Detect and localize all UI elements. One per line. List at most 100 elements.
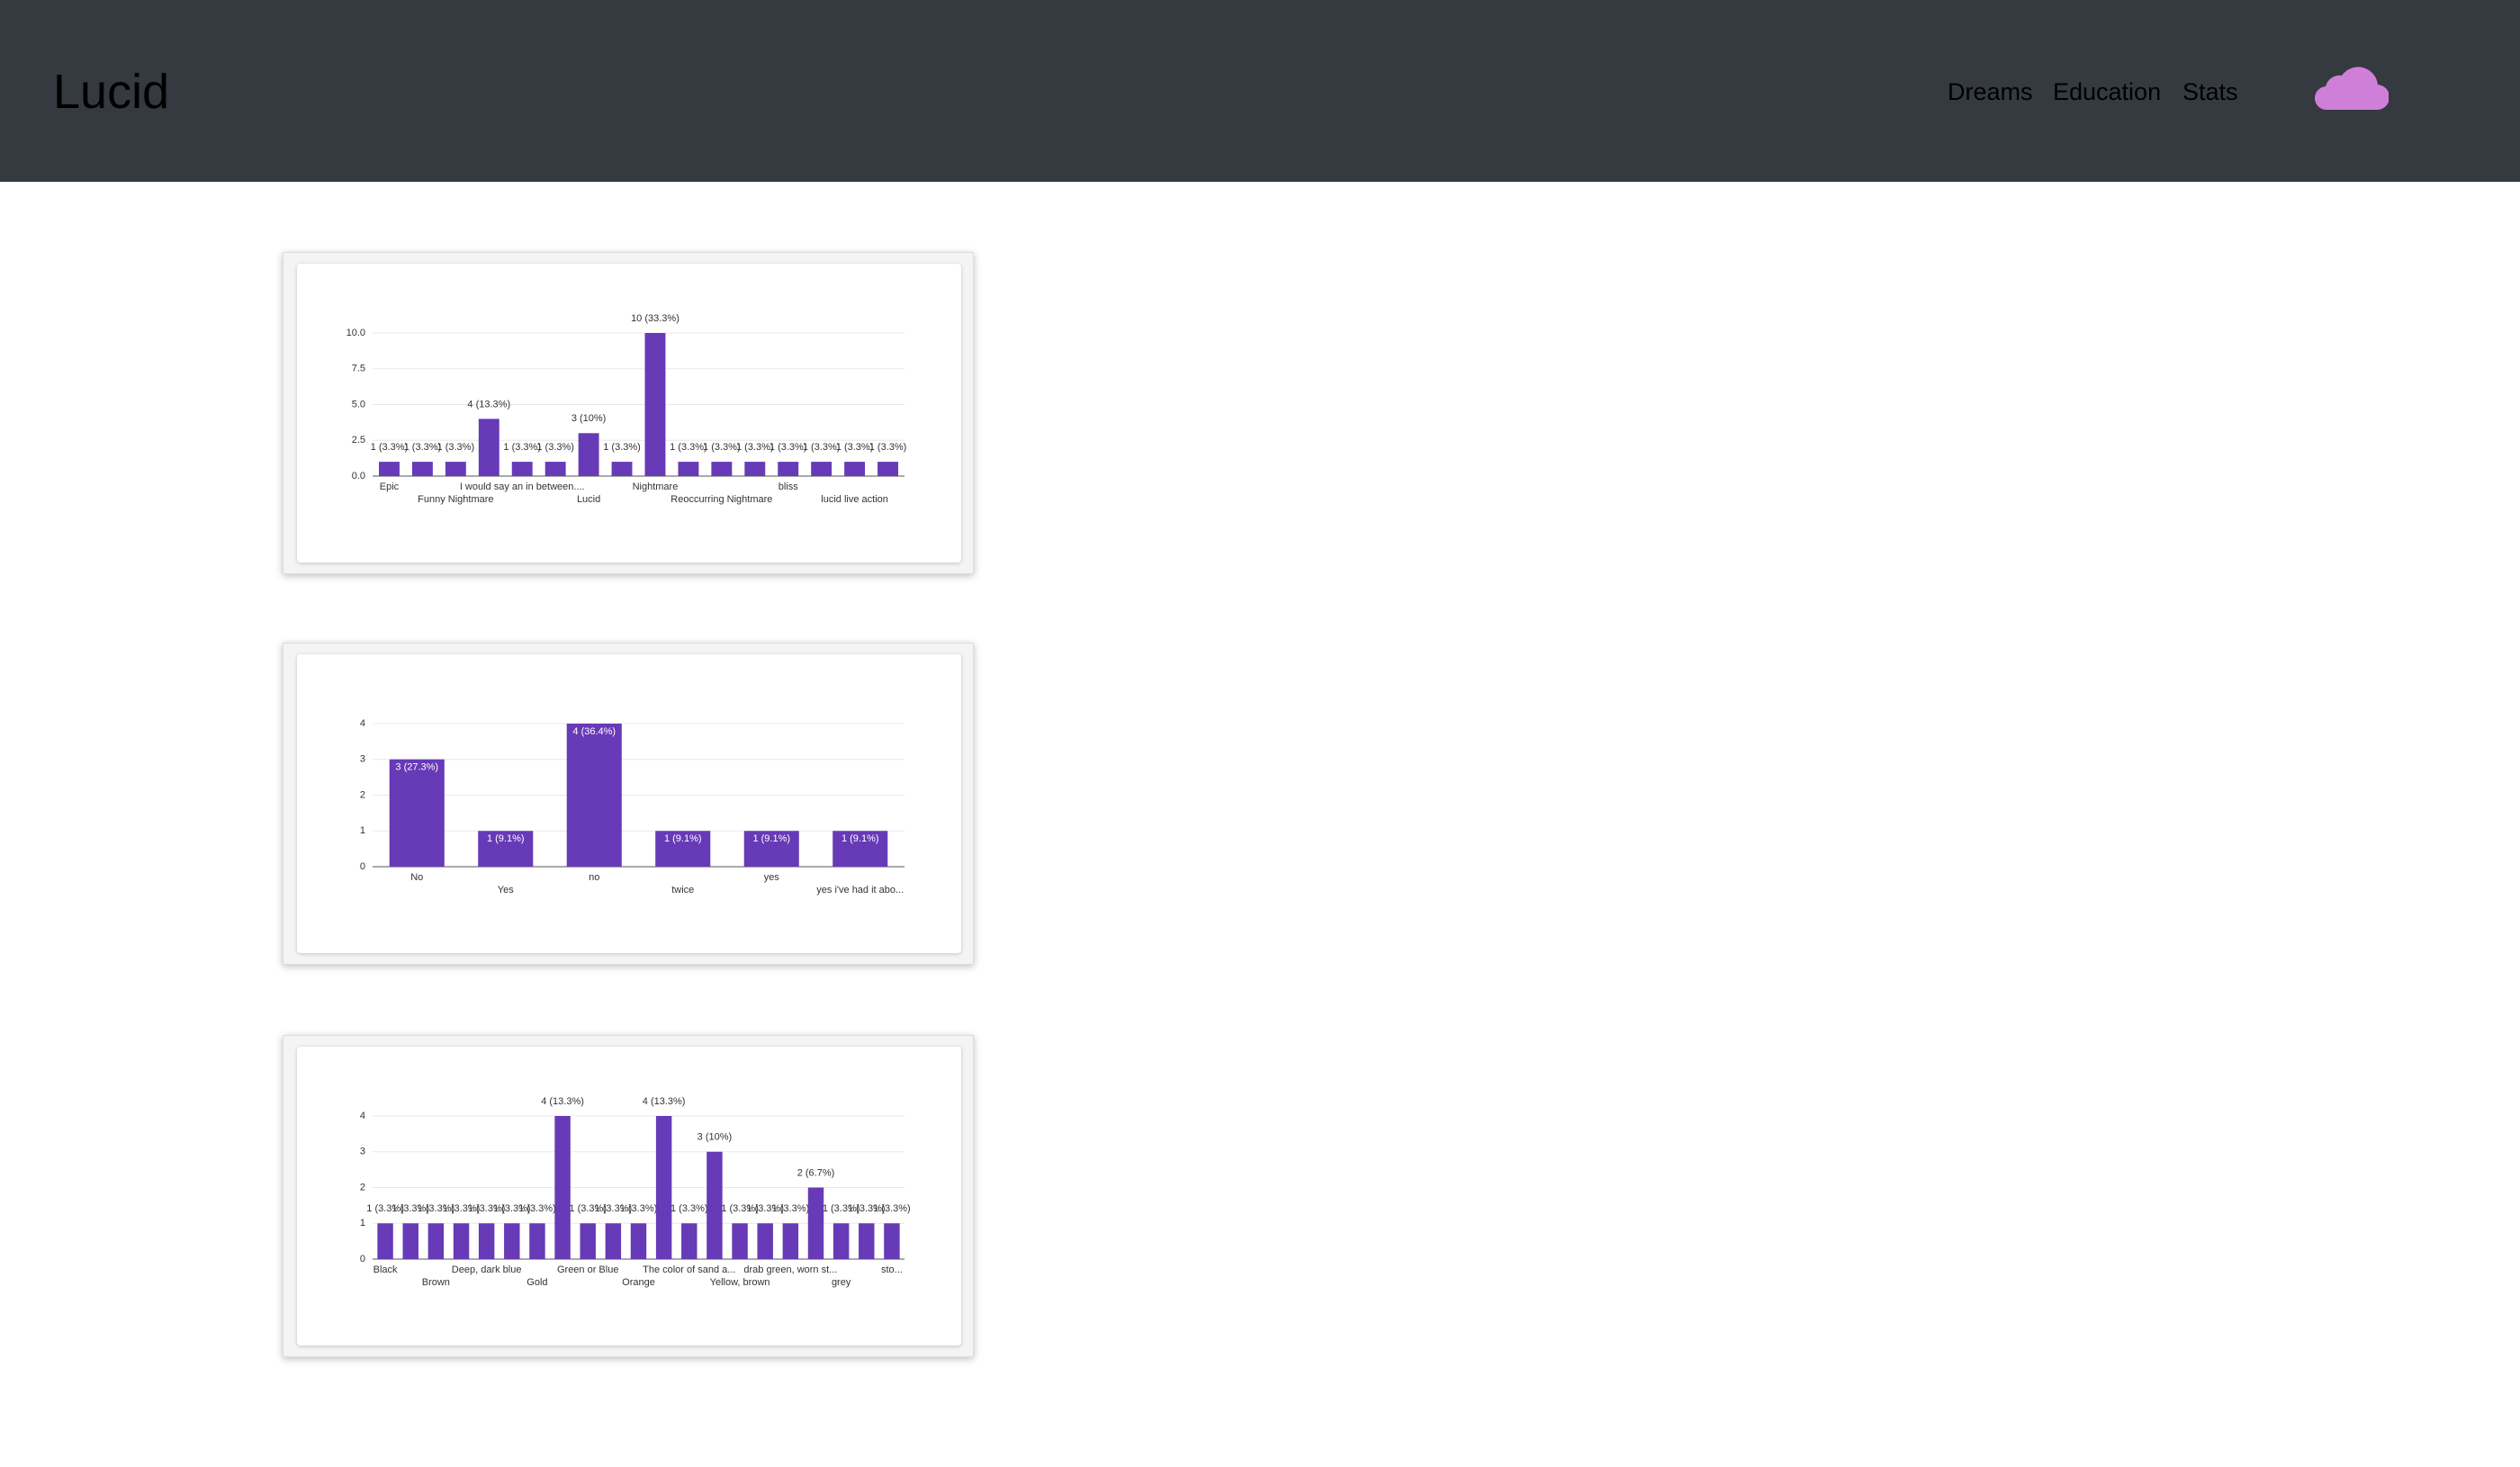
data-label: 3 (27.3%) [395,762,438,773]
data-label: 1 (3.3%) [536,442,574,453]
data-label: 1 (9.1%) [487,833,525,844]
data-label: 1 (3.3%) [468,1203,506,1214]
bar [644,333,666,476]
y-tick-label: 4 [360,718,365,729]
bar [844,462,866,476]
nav-link[interactable]: Dreams [1948,78,2033,105]
data-label: 1 (3.3%) [746,1203,784,1214]
y-tick-label: 1 [360,1218,365,1228]
x-tick-label: Gold [526,1277,547,1288]
bar [832,1223,850,1259]
bar [529,1223,545,1259]
bar [655,1116,672,1259]
bar [878,462,898,476]
navbar: Lucid Dreams Education Stats [0,0,2520,182]
cloud-icon[interactable] [2313,59,2389,112]
data-label: 1 (3.3%) [823,1203,860,1214]
bar [744,462,766,476]
bar [411,462,433,476]
data-label: 1 (3.3%) [703,442,741,453]
chart: 0 1 2 3 4 No 3 (27.3%) Yes 1 (9.1%) no 4 (36.4%) tw… [297,654,961,953]
data-label: 1 (3.3%) [873,1203,911,1214]
bar [578,433,599,476]
brand[interactable]: Lucid [53,65,170,119]
data-label: 1 (3.3%) [670,1203,708,1214]
x-tick-label: Deep, dark blue [452,1264,522,1275]
data-label: 1 (3.3%) [803,442,841,453]
data-label: 1 (3.3%) [770,442,807,453]
bar [453,1223,470,1259]
y-tick-label: 2.5 [352,435,365,446]
bar [807,1187,824,1259]
y-tick-label: 0 [360,861,365,872]
bar [478,418,500,476]
bar [445,462,466,476]
bar [389,759,445,867]
bar [566,724,622,867]
y-tick-label: 5.0 [352,399,365,410]
data-label: 1 (3.3%) [836,442,874,453]
x-tick-label: Funny Nightmare [418,494,493,505]
bar [778,462,799,476]
data-label: 1 (3.3%) [518,1203,556,1214]
data-label: 1 (9.1%) [752,833,790,844]
bar [743,831,799,867]
data-label: 3 (10%) [572,413,607,424]
data-label: 1 (9.1%) [842,833,879,844]
data-label: 1 (3.3%) [404,442,442,453]
bar [402,1223,418,1259]
data-label: 4 (13.3%) [467,399,510,410]
bar [511,462,533,476]
data-label: 1 (3.3%) [603,442,641,453]
data-label: 1 (3.3%) [772,1203,810,1214]
data-label: 4 (13.3%) [643,1096,686,1107]
bar [504,1223,520,1259]
data-label: 4 (13.3%) [541,1096,584,1107]
data-label: 1 (3.3%) [736,442,774,453]
data-label: 1 (3.3%) [848,1203,886,1214]
data-label: 4 (36.4%) [572,726,616,737]
x-tick-label: I would say an in between.... [460,482,585,492]
x-tick-label: Epic [380,482,400,492]
nav-link[interactable]: Stats [2182,78,2238,105]
x-tick-label: Brown [422,1277,450,1288]
bar [711,462,733,476]
nav-link[interactable]: Education [2053,78,2162,105]
chart-card: 0 1 2 3 4 Black 1 (3.3%) 1 (3.3%) Brown 1 (3.3%) 1… [283,1035,974,1357]
bar [428,1223,445,1259]
data-label: 3 (10%) [698,1132,733,1143]
bar [706,1151,723,1259]
bar [377,1223,393,1259]
x-tick-label: No [410,872,423,883]
y-tick-label: 2 [360,789,365,800]
data-label: 2 (6.7%) [797,1167,835,1178]
x-tick-label: Black [374,1264,398,1275]
bar [811,462,832,476]
bar [544,462,566,476]
bar [580,1223,596,1259]
x-tick-label: lucid live action [821,494,888,505]
bar [782,1223,799,1259]
data-label: 1 (3.3%) [503,442,541,453]
y-tick-label: 7.5 [352,364,365,374]
bar [678,462,699,476]
data-label: 1 (3.3%) [595,1203,633,1214]
bar [681,1223,698,1259]
bar [478,831,534,867]
data-label: 1 (3.3%) [721,1203,759,1214]
data-label: 1 (3.3%) [620,1203,658,1214]
bar [478,1223,495,1259]
x-tick-label: Yellow, brown [710,1277,770,1288]
bar [554,1116,571,1259]
x-tick-label: Yes [498,885,514,896]
data-label: 1 (3.3%) [569,1203,607,1214]
y-tick-label: 10.0 [346,328,365,338]
x-tick-label: Nightmare [633,482,679,492]
chart-card: 0 1 2 3 4 No 3 (27.3%) Yes 1 (9.1%) no 4 (36.4%) tw… [283,643,974,965]
data-label: 1 (3.3%) [437,442,475,453]
data-label: 1 (3.3%) [366,1203,404,1214]
data-label: 1 (9.1%) [664,833,702,844]
chart-card: 0.0 2.5 5.0 7.5 10.0 Epic 1 (3.3%) 1 (3.3%) Funn… [283,252,974,574]
